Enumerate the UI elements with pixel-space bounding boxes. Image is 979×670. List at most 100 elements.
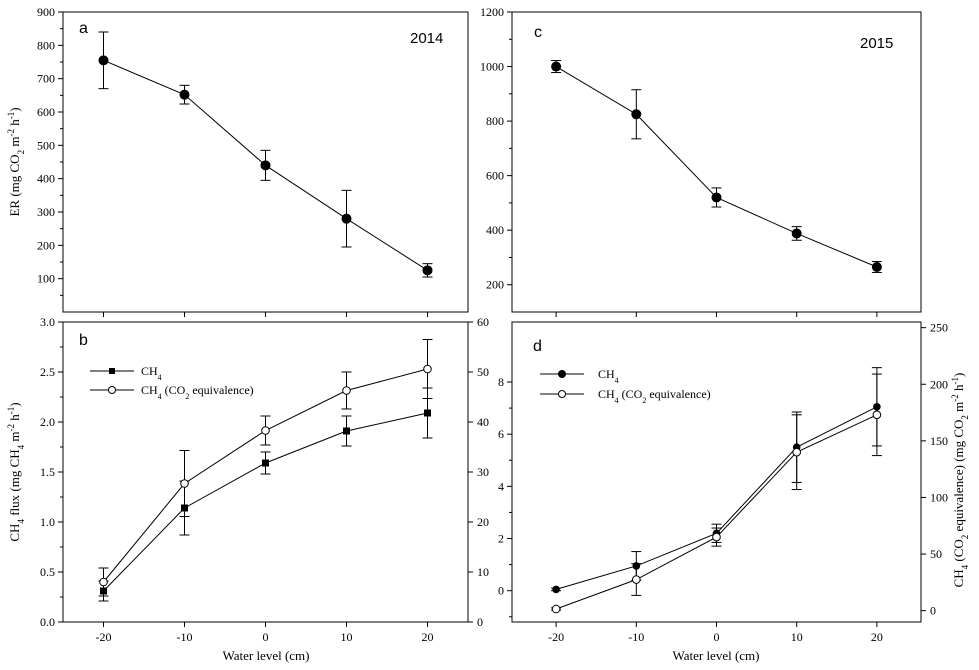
panel-b-series-1-point [423, 364, 432, 374]
panel-c-series-0-line [555, 66, 878, 268]
panel-d-series-1-point [872, 410, 882, 420]
panel-b-legend: CH4 CH4 (CO2 equivalence) [90, 364, 254, 401]
panel-a-ytick-label: 600 [37, 105, 55, 119]
panel-b-ytick-label: 3.0 [40, 315, 55, 329]
panel-d-y2tick-label: 0 [930, 604, 936, 618]
panel-d-ytick-label: 0 [498, 584, 504, 598]
panel-d-ytick-label: 6 [498, 427, 504, 441]
legend-d-co2eq-label: CH4 (CO2 equivalence) [598, 387, 711, 405]
legend-b-co2eq-label: CH4 (CO2 equivalence) [141, 383, 254, 401]
panel-a-ytick-label: 800 [37, 38, 55, 52]
panel-b-ytick-label: 0.5 [40, 565, 55, 579]
legend-d-ch4-marker [558, 370, 566, 378]
panel-b-ytick-label: 1.0 [40, 515, 55, 529]
panel-d-ytick-label: 2 [498, 532, 504, 546]
panel-b-ytick-label: 0.0 [40, 615, 55, 629]
panel-d-y2tick-label: 100 [930, 490, 948, 504]
legend-b-ch4-marker [109, 368, 115, 374]
panel-b-xtick-label: -10 [177, 630, 193, 644]
panel-c-label: c [534, 24, 542, 41]
panel-b-y2tick-label: 20 [477, 515, 489, 529]
panel-a-ytick-label: 500 [37, 138, 55, 152]
panel-c-ytick-label: 1000 [480, 60, 504, 74]
panel-d-y2tick-label: 150 [930, 434, 948, 448]
panel-a-ytick-label: 900 [37, 5, 55, 19]
panel-d-series-1-point [551, 604, 561, 614]
panel-a-ytick-label: 300 [37, 205, 55, 219]
panel-b-xtick-label: -20 [96, 630, 112, 644]
panel-frames [62, 11, 922, 623]
panel-b-y2tick-label: 10 [477, 565, 489, 579]
panel-d-ytick-label: 4 [498, 479, 504, 493]
panel-d-xtick-label: 10 [791, 630, 803, 644]
panel-b-y2tick-label: 30 [477, 465, 489, 479]
panel-c-year: 2015 [860, 35, 893, 52]
panel-c-series-0-point [791, 228, 802, 239]
panel-b-xlabel: Water level (cm) [222, 648, 309, 663]
panel-a-series-0-point [341, 213, 352, 224]
panel-b-series-1-point [342, 386, 351, 395]
panel-d-series-1-line [555, 414, 878, 610]
panel-a-ytick-label: 400 [37, 172, 55, 186]
panel-c-series-0-point [631, 109, 642, 120]
legend-b-co2eq-marker [108, 386, 116, 394]
panel-d-series-1-point [712, 532, 721, 542]
panel-a-series-0-point [260, 160, 271, 171]
panel-b-series-1-line [103, 368, 428, 583]
panel-d-label: d [533, 338, 542, 355]
panel-b-series-0-point [262, 459, 269, 467]
panel-b-ytick-label: 1.5 [40, 465, 55, 479]
panel-c-series-0-point [871, 262, 882, 272]
panel-c-series-0-point [711, 192, 722, 203]
panel-c-ytick-label: 800 [486, 114, 504, 128]
legend-d-co2eq-marker [558, 390, 566, 398]
panel-b-xtick-label: 20 [422, 630, 434, 644]
panel-a-year: 2014 [410, 30, 443, 47]
panel-d-xtick-label: 20 [871, 630, 883, 644]
panel-c-ytick-label: 600 [486, 169, 504, 183]
panel-b-y2tick-label: 60 [477, 315, 489, 329]
panel-a-label: a [79, 20, 88, 37]
panel-d-y2tick-label: 200 [930, 377, 948, 391]
panel-c-ytick-label: 1200 [480, 5, 504, 19]
panel-a-ytick-label: 700 [37, 72, 55, 86]
panel-d-series-1-point [632, 575, 641, 584]
panel-c-series-0-point [551, 61, 562, 72]
panel-b-ytick-label: 2.0 [40, 415, 55, 429]
panel-b-series-1-point [180, 479, 189, 488]
panel-d-legend: CH4 CH4 (CO2 equivalence) [540, 367, 711, 405]
panel-a-ytick-label: 200 [37, 238, 55, 252]
panel-b-series-0-point [424, 409, 431, 417]
panel-a-series-0-point [179, 89, 190, 100]
panel-a-ylabel: ER (mg CO2 m-2 h-1) [6, 107, 26, 216]
panel-b-ylabel: CH4 flux (mg CH4 m-2 h-1) [6, 402, 26, 541]
panel-d-series-1-point [792, 447, 801, 457]
legend-b-ch4-label: CH4 [141, 364, 162, 382]
panel-d-y2tick-label: 250 [930, 321, 948, 335]
panel-d-y2label: CH4 (CO2 equivalence) (mg CO2 m-2 h-1) [950, 373, 970, 588]
panel-b-y2tick-label: 0 [477, 615, 483, 629]
panel-d-ytick-label: 8 [498, 375, 504, 389]
panel-b-xtick-label: 10 [341, 630, 353, 644]
panel-b-xtick-label: 0 [263, 630, 269, 644]
panel-b-ytick-label: 2.5 [40, 365, 55, 379]
legend-d-ch4-label: CH4 [598, 367, 619, 385]
panel-a-series-0-point [98, 55, 109, 66]
panel-a-series-0-point [422, 265, 433, 276]
panel-d-xtick-label: -20 [548, 630, 564, 644]
panel-a-ytick-label: 100 [37, 272, 55, 286]
panel-d-xlabel: Water level (cm) [672, 648, 759, 663]
panel-b-series-0-point [343, 427, 350, 435]
panel-d-xtick-label: 0 [714, 630, 720, 644]
panel-d-series-0-line [555, 406, 878, 590]
panel-b-y2tick-label: 50 [477, 365, 489, 379]
panel-c-frame [511, 11, 922, 313]
panel-b-series-1-point [261, 426, 270, 435]
panel-c-ytick-label: 200 [486, 278, 504, 292]
panel-d-frame [511, 321, 922, 623]
panel-d-y2tick-label: 50 [930, 547, 942, 561]
panel-d-xtick-label: -10 [628, 630, 644, 644]
panel-d-series-0-point [552, 585, 560, 594]
